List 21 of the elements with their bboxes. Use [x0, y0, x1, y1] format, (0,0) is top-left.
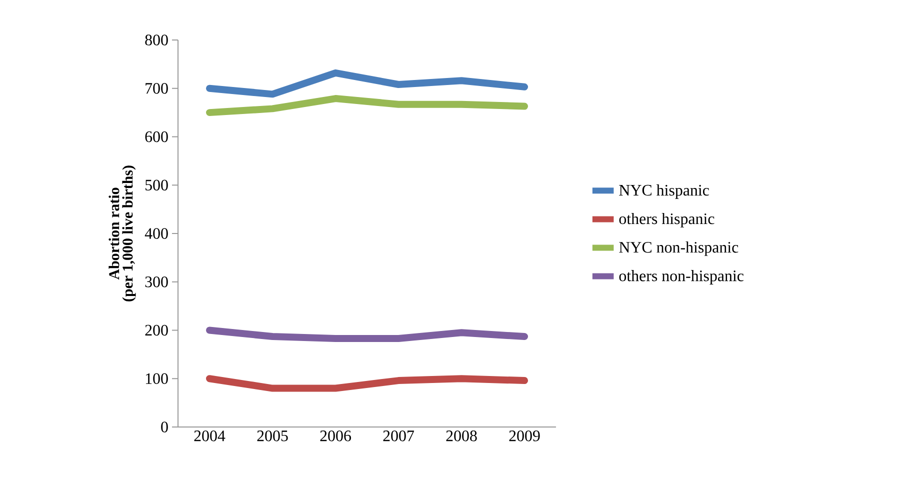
- y-tick-label: 600: [145, 131, 168, 142]
- y2-axis-title: (per 1,000 live births): [122, 166, 136, 302]
- y-tick-label: 700: [146, 83, 168, 94]
- y-tick-label: 500: [146, 180, 168, 190]
- y-tick-label: 300: [145, 276, 168, 288]
- x-tick-label: 2008: [446, 430, 477, 442]
- legend-label: NYC hispanic: [619, 184, 709, 199]
- y-tick-label: 800: [145, 34, 168, 46]
- legend-label: others hispanic: [619, 212, 714, 228]
- y-tick-label: 0: [161, 422, 168, 432]
- y-tick-label: 200: [145, 324, 168, 336]
- x-tick-label: 2004: [194, 430, 226, 442]
- x-tick-label: 2006: [320, 430, 351, 442]
- x-tick-label: 2007: [383, 430, 414, 442]
- y-axis-title: Abortion ratio: [108, 188, 120, 280]
- x-tick-label: 2009: [509, 430, 540, 442]
- legend-label: others non-hispanic: [619, 270, 744, 284]
- y-tick-label: 400: [144, 228, 168, 239]
- legend-label: NYC non-hispanic: [619, 241, 738, 256]
- x-tick-label: 2005: [257, 430, 288, 442]
- y-tick-label: 100: [146, 373, 168, 384]
